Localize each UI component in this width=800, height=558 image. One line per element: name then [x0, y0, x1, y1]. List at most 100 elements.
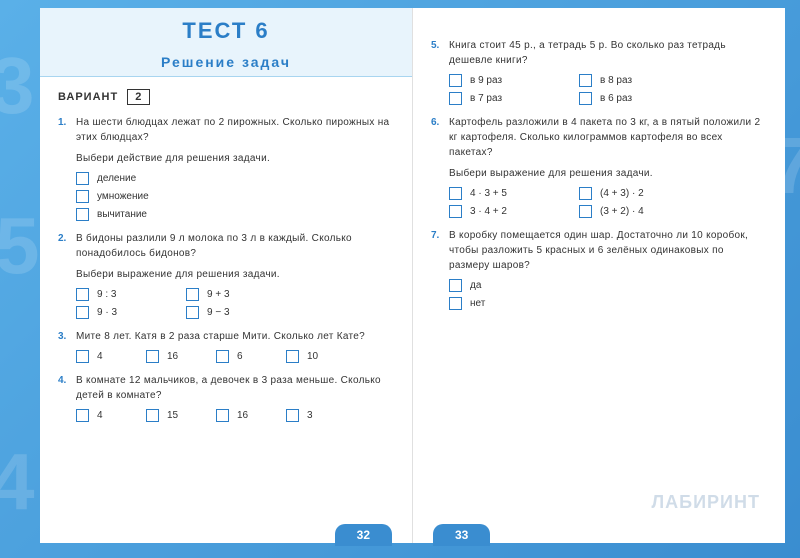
options: 4 16 6 10 — [76, 350, 394, 363]
header-bar: ТЕСТ 6 Решение задач — [40, 8, 412, 77]
option-label: в 8 раз — [600, 75, 632, 86]
question-6: 6.Картофель разложили в 4 пакета по 3 кг… — [431, 115, 767, 218]
option-label: 3 — [307, 410, 313, 421]
q-body: Книга стоит 45 р., а тетрадь 5 р. Во ско… — [449, 38, 767, 68]
option[interactable]: да — [449, 279, 481, 292]
checkbox-icon[interactable] — [449, 297, 462, 310]
checkbox-icon[interactable] — [286, 350, 299, 363]
checkbox-icon[interactable] — [449, 279, 462, 292]
page-right: 5.Книга стоит 45 р., а тетрадь 5 р. Во с… — [413, 8, 785, 543]
option[interactable]: вычитание — [76, 208, 147, 221]
option[interactable]: 4 · 3 + 5 — [449, 187, 579, 200]
checkbox-icon[interactable] — [449, 187, 462, 200]
instruction: Выбери действие для решения задачи. — [76, 151, 394, 166]
variant-text: ВАРИАНТ — [58, 91, 118, 103]
checkbox-icon[interactable] — [579, 74, 592, 87]
option-label: 3 · 4 + 2 — [470, 206, 507, 217]
option-label: 6 — [237, 351, 243, 362]
option[interactable]: 9 + 3 — [186, 288, 296, 301]
option-label: 9 : 3 — [97, 289, 116, 300]
option[interactable]: 10 — [286, 350, 356, 363]
option[interactable]: 6 — [216, 350, 286, 363]
option[interactable]: в 8 раз — [579, 74, 709, 87]
checkbox-icon[interactable] — [579, 187, 592, 200]
checkbox-icon[interactable] — [186, 306, 199, 319]
watermark: ЛАБИРИНТ — [652, 492, 760, 513]
option-label: вычитание — [97, 209, 147, 220]
option[interactable]: деление — [76, 172, 136, 185]
option[interactable]: (3 + 2) · 4 — [579, 205, 709, 218]
checkbox-icon[interactable] — [76, 208, 89, 221]
option[interactable]: 3 — [286, 409, 356, 422]
option[interactable]: 4 — [76, 350, 146, 363]
checkbox-icon[interactable] — [76, 172, 89, 185]
checkbox-icon[interactable] — [76, 306, 89, 319]
options: в 9 раз в 8 раз в 7 раз в 6 раз — [449, 74, 767, 105]
checkbox-icon[interactable] — [286, 409, 299, 422]
subtitle: Решение задач — [58, 54, 394, 70]
option[interactable]: 9 − 3 — [186, 306, 296, 319]
checkbox-icon[interactable] — [146, 350, 159, 363]
options: 4 · 3 + 5 (4 + 3) · 2 3 · 4 + 2 (3 + 2) … — [449, 187, 767, 218]
checkbox-icon[interactable] — [76, 350, 89, 363]
q-num: 7. — [431, 228, 449, 273]
option[interactable]: 16 — [146, 350, 216, 363]
variant-number: 2 — [127, 89, 150, 105]
checkbox-icon[interactable] — [216, 409, 229, 422]
option-label: 10 — [307, 351, 318, 362]
instruction: Выбери выражение для решения задачи. — [449, 166, 767, 181]
option-label: 4 · 3 + 5 — [470, 188, 507, 199]
q-num: 6. — [431, 115, 449, 160]
option-label: 15 — [167, 410, 178, 421]
option[interactable]: 3 · 4 + 2 — [449, 205, 579, 218]
option-label: деление — [97, 173, 136, 184]
option[interactable]: в 7 раз — [449, 92, 579, 105]
q-num: 3. — [58, 329, 76, 344]
question-5: 5.Книга стоит 45 р., а тетрадь 5 р. Во с… — [431, 38, 767, 105]
checkbox-icon[interactable] — [449, 92, 462, 105]
checkbox-icon[interactable] — [186, 288, 199, 301]
option-label: в 9 раз — [470, 75, 502, 86]
option[interactable]: в 9 раз — [449, 74, 579, 87]
q-body: В коробку помещается один шар. Достаточн… — [449, 228, 767, 273]
option[interactable]: умножение — [76, 190, 149, 203]
q-num: 1. — [58, 115, 76, 145]
page-left: ТЕСТ 6 Решение задач ВАРИАНТ 2 1.На шест… — [40, 8, 413, 543]
option[interactable]: 15 — [146, 409, 216, 422]
checkbox-icon[interactable] — [449, 74, 462, 87]
option[interactable]: 9 · 3 — [76, 306, 186, 319]
option-label: 16 — [237, 410, 248, 421]
option[interactable]: (4 + 3) · 2 — [579, 187, 709, 200]
checkbox-icon[interactable] — [449, 205, 462, 218]
option-label: да — [470, 280, 481, 291]
options: 9 : 3 9 + 3 9 · 3 9 − 3 — [76, 288, 394, 319]
option-label: умножение — [97, 191, 149, 202]
question-1: 1.На шести блюдцах лежат по 2 пирожных. … — [58, 115, 394, 221]
option-label: нет — [470, 298, 485, 309]
checkbox-icon[interactable] — [579, 205, 592, 218]
instruction: Выбери выражение для решения задачи. — [76, 267, 394, 282]
option[interactable]: 9 : 3 — [76, 288, 186, 301]
checkbox-icon[interactable] — [579, 92, 592, 105]
option-label: 9 · 3 — [97, 307, 117, 318]
checkbox-icon[interactable] — [76, 409, 89, 422]
option-label: 4 — [97, 351, 103, 362]
q-body: На шести блюдцах лежат по 2 пирожных. Ск… — [76, 115, 394, 145]
test-title: ТЕСТ 6 — [58, 18, 394, 44]
question-3: 3.Мите 8 лет. Катя в 2 раза старше Мити.… — [58, 329, 394, 363]
option[interactable]: нет — [449, 297, 485, 310]
checkbox-icon[interactable] — [76, 190, 89, 203]
question-4: 4.В комнате 12 мальчиков, а девочек в 3 … — [58, 373, 394, 422]
checkbox-icon[interactable] — [146, 409, 159, 422]
question-2: 2.В бидоны разлили 9 л молока по 3 л в к… — [58, 231, 394, 319]
checkbox-icon[interactable] — [216, 350, 229, 363]
option-label: в 7 раз — [470, 93, 502, 104]
option-label: (4 + 3) · 2 — [600, 188, 644, 199]
checkbox-icon[interactable] — [76, 288, 89, 301]
page-spread: ТЕСТ 6 Решение задач ВАРИАНТ 2 1.На шест… — [40, 8, 785, 543]
option[interactable]: в 6 раз — [579, 92, 709, 105]
q-num: 2. — [58, 231, 76, 261]
option[interactable]: 16 — [216, 409, 286, 422]
option[interactable]: 4 — [76, 409, 146, 422]
options: 4 15 16 3 — [76, 409, 394, 422]
